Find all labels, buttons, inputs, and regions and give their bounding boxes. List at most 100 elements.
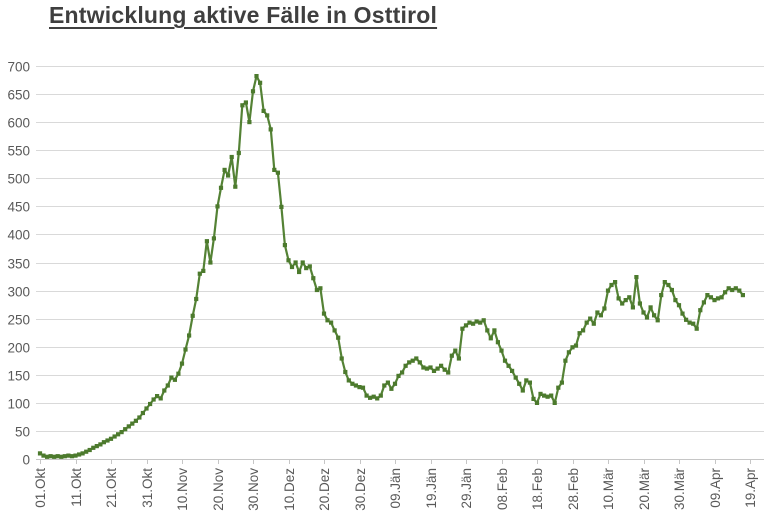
- data-point-marker: [389, 386, 394, 391]
- data-point-marker: [236, 150, 241, 156]
- data-point-marker: [289, 264, 295, 270]
- data-point-marker: [449, 353, 454, 358]
- data-point-marker: [45, 454, 50, 459]
- data-point-marker: [556, 385, 561, 390]
- data-point-marker: [311, 276, 316, 281]
- data-point-marker: [637, 301, 642, 306]
- data-point-marker: [304, 266, 309, 271]
- data-point-marker: [204, 239, 209, 244]
- data-point-marker: [318, 286, 323, 291]
- data-point-marker: [258, 80, 263, 85]
- data-point-marker: [662, 280, 667, 285]
- data-point-marker: [190, 313, 195, 318]
- data-point-marker: [55, 454, 60, 459]
- y-axis-tick-label: 550: [7, 144, 30, 159]
- data-point-marker: [463, 323, 469, 328]
- data-point-marker: [655, 318, 660, 323]
- data-point-marker: [577, 331, 582, 336]
- data-point-marker: [680, 311, 685, 316]
- data-point-marker: [148, 401, 153, 407]
- data-point-marker: [94, 444, 99, 449]
- data-point-marker: [467, 320, 472, 325]
- y-axis-tick-label: 150: [7, 369, 30, 384]
- data-point-marker: [364, 393, 369, 398]
- data-point-marker: [140, 410, 145, 416]
- data-point-marker: [708, 295, 713, 300]
- x-axis-tick-label: 10.Mär: [601, 468, 616, 511]
- data-point-marker: [165, 383, 170, 388]
- data-point-marker: [641, 310, 646, 315]
- data-point-marker: [41, 453, 46, 458]
- data-point-marker: [627, 295, 632, 300]
- data-point-marker: [385, 380, 390, 385]
- data-point-marker: [531, 396, 536, 401]
- x-axis-tick-label: 21.Okt: [104, 468, 119, 508]
- data-point-marker: [602, 306, 607, 311]
- data-point-marker: [91, 445, 96, 450]
- data-point-marker: [595, 310, 600, 315]
- data-point-marker: [673, 298, 678, 303]
- y-axis-tick-label: 350: [7, 257, 30, 272]
- data-point-marker: [243, 100, 248, 105]
- data-point-marker: [584, 320, 589, 325]
- data-point-marker: [737, 288, 742, 293]
- data-point-marker: [705, 293, 710, 298]
- data-point-marker: [730, 287, 735, 293]
- data-point-marker: [77, 452, 82, 457]
- y-axis-tick-label: 650: [7, 88, 30, 103]
- x-axis-tick-label: 19.Apr: [743, 468, 758, 508]
- data-point-marker: [598, 313, 603, 318]
- data-point-marker: [517, 381, 522, 386]
- data-point-marker: [485, 328, 490, 333]
- data-point-marker: [293, 260, 298, 265]
- data-point-marker: [605, 288, 611, 293]
- data-point-marker: [581, 328, 586, 333]
- data-point-marker: [481, 318, 486, 323]
- data-point-marker: [669, 287, 674, 293]
- data-point-marker: [719, 295, 724, 300]
- x-axis-tick-label: 18.Feb: [530, 468, 545, 510]
- x-axis-tick-label: 30.Mär: [672, 468, 687, 511]
- data-point-marker: [723, 290, 728, 295]
- x-axis-tick-label: 31.Okt: [140, 468, 155, 508]
- data-point-marker: [439, 363, 444, 368]
- data-point-marker: [588, 316, 593, 321]
- data-point-marker: [698, 308, 703, 313]
- x-axis-tick-label: 30.Dez: [353, 468, 368, 511]
- data-point-marker: [524, 378, 529, 383]
- data-point-marker: [179, 361, 185, 366]
- data-point-marker: [218, 185, 224, 190]
- y-axis-tick-label: 100: [7, 397, 30, 412]
- data-point-marker: [591, 321, 596, 326]
- data-point-marker: [229, 154, 234, 160]
- x-axis-tick-label: 01.Okt: [33, 468, 48, 508]
- data-point-marker: [336, 335, 341, 340]
- data-point-marker: [279, 204, 284, 209]
- data-point-marker: [623, 298, 628, 303]
- data-point-marker: [520, 388, 525, 393]
- data-point-marker: [659, 293, 664, 298]
- data-point-marker: [261, 108, 266, 113]
- data-point-marker: [495, 340, 500, 345]
- data-point-marker: [254, 74, 259, 79]
- data-point-marker: [573, 343, 579, 348]
- data-point-marker: [652, 313, 657, 318]
- data-point-marker: [130, 421, 135, 426]
- data-point-marker: [126, 424, 131, 429]
- data-point-marker: [208, 260, 213, 265]
- data-point-marker: [48, 454, 53, 459]
- data-point-marker: [407, 360, 412, 365]
- data-point-marker: [144, 406, 149, 411]
- data-point-marker: [52, 454, 57, 459]
- data-point-marker: [187, 333, 192, 338]
- data-point-marker: [119, 430, 124, 435]
- data-point-marker: [233, 184, 238, 189]
- data-point-marker: [442, 367, 447, 372]
- data-point-marker: [282, 243, 287, 248]
- data-point-marker: [613, 280, 618, 285]
- x-axis-tick-label: 20.Dez: [317, 468, 332, 511]
- x-axis-tick-label: 10.Nov: [175, 468, 190, 511]
- data-point-marker: [563, 358, 568, 363]
- x-axis-tick-label: 29.Jän: [459, 468, 474, 509]
